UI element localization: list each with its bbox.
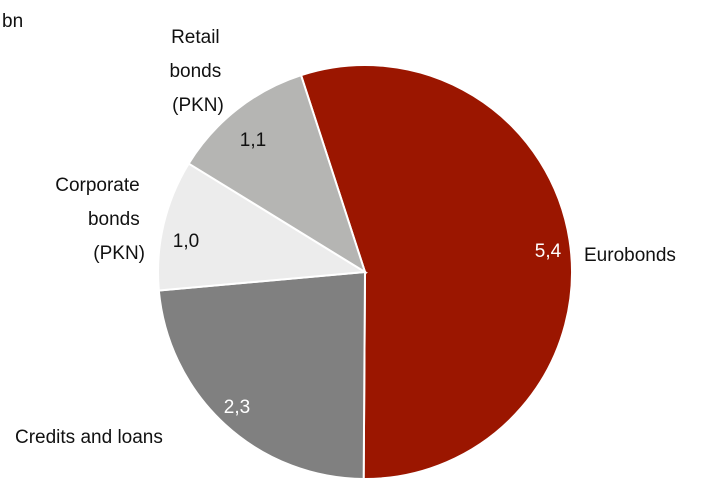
category-label: Eurobonds	[584, 245, 676, 266]
pie-slice	[157, 162, 369, 292]
category-label: Retail bonds (PKN)	[169, 27, 226, 116]
pie-slice	[299, 64, 573, 480]
pie-slice	[157, 270, 367, 481]
value-label: 2,3	[224, 397, 250, 418]
unit-label: bn	[2, 11, 23, 32]
value-label: 5,4	[535, 241, 562, 262]
category-label: Credits and loans	[15, 427, 163, 448]
pie-slice	[187, 73, 367, 275]
value-label: 1,1	[240, 130, 266, 151]
category-label: Corporate bonds (PKN)	[55, 175, 145, 264]
value-label: 1,0	[173, 231, 199, 252]
